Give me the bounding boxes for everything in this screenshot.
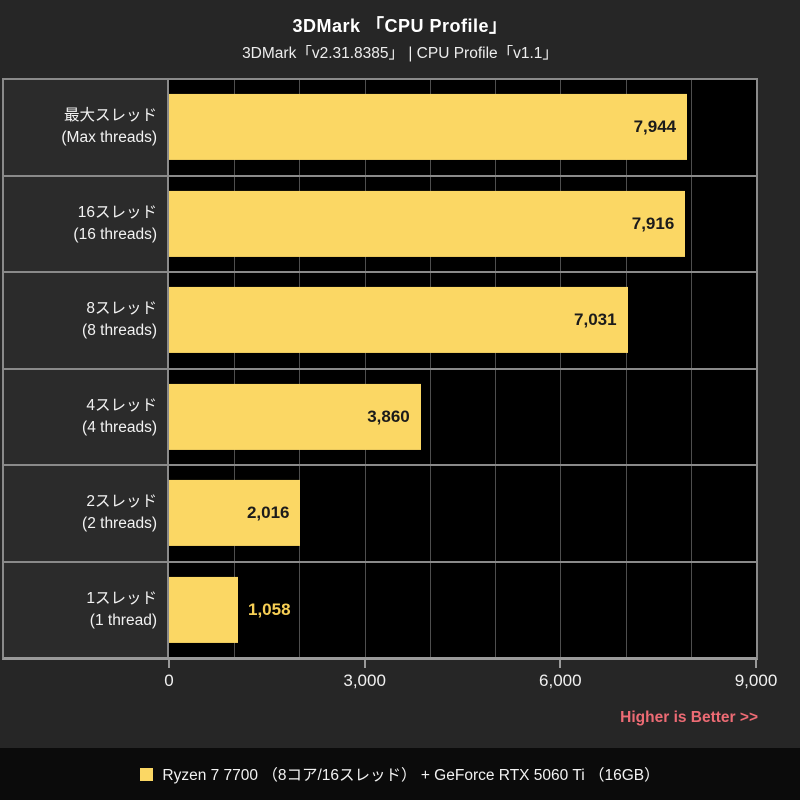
- bar-value: 1,058: [248, 599, 291, 619]
- gridline: [690, 80, 692, 175]
- gridline: [364, 562, 366, 657]
- plot-area: 1,058: [169, 562, 756, 657]
- legend: Ryzen 7 7700 （8コア/16スレッド） + GeForce RTX …: [0, 748, 800, 800]
- row-label-en: (16 threads): [73, 225, 157, 243]
- higher-is-better-note: Higher is Better >>: [620, 709, 758, 726]
- row-label-en: (1 thread): [89, 611, 157, 629]
- chart-row: 16スレッド (16 threads) 7,916: [4, 176, 756, 273]
- x-tick-label: 6,000: [539, 671, 582, 690]
- bar-value: 7,031: [574, 310, 617, 330]
- gridline: [495, 466, 497, 561]
- legend-swatch-icon: [140, 767, 154, 781]
- chart-row: 1スレッド (1 thread) 1,058: [4, 562, 756, 657]
- gridline: [560, 466, 562, 561]
- gridline: [560, 369, 562, 464]
- row-label-jp: 1スレッド: [86, 589, 157, 607]
- bar: 3,860: [169, 383, 421, 450]
- gridline: [429, 369, 431, 464]
- chart-row: 4スレッド (4 threads) 3,860: [4, 369, 756, 466]
- legend-label: Ryzen 7 7700 （8コア/16スレッド） + GeForce RTX …: [162, 767, 660, 784]
- x-tick-label: 9,000: [734, 671, 778, 690]
- row-label-jp: 2スレッド: [86, 493, 157, 511]
- row-label-en: (8 threads): [82, 322, 157, 340]
- gridline: [690, 176, 692, 271]
- gridline: [364, 466, 366, 561]
- row-label-en: (2 threads): [82, 515, 157, 533]
- bar: [169, 576, 238, 643]
- plot-area: 7,031: [169, 273, 756, 368]
- gridline: [690, 562, 692, 657]
- bar-value: 2,016: [246, 503, 290, 523]
- chart-subtitle: 3DMark「v2.31.8385」 | CPU Profile「v1.1」: [242, 45, 558, 62]
- gridline: [625, 466, 627, 561]
- gridline: [625, 369, 627, 464]
- chart-row: 最大スレッド (Max threads) 7,944: [4, 80, 756, 177]
- bar: 7,916: [169, 190, 686, 257]
- x-axis: 0 3,000 6,000 9,000: [164, 660, 777, 702]
- row-label: 2スレッド (2 threads): [4, 466, 169, 561]
- chart-table: 最大スレッド (Max threads) 7,944 16スレッド (16 thread…: [2, 78, 758, 660]
- gridline: [690, 369, 692, 464]
- chart-row: 2スレッド (2 threads) 2,016: [4, 466, 756, 563]
- plot-area: 7,916: [169, 176, 756, 271]
- x-tick: [363, 660, 366, 668]
- gridline: [560, 562, 562, 657]
- plot-area: 3,860: [169, 369, 756, 464]
- row-label: 1スレッド (1 thread): [4, 562, 169, 657]
- chart-row: 8スレッド (8 threads) 7,031: [4, 273, 756, 370]
- row-label-jp: 最大スレッド: [63, 107, 157, 125]
- gridline: [429, 466, 431, 561]
- bar-value: 7,944: [633, 117, 677, 137]
- plot-area: 2,016: [169, 466, 756, 561]
- bar-value: 7,916: [631, 213, 675, 233]
- x-tick: [168, 660, 170, 668]
- x-tick-label: 3,000: [343, 671, 386, 690]
- bar: 7,031: [169, 287, 628, 354]
- row-label-en: (4 threads): [82, 418, 157, 436]
- gridline: [495, 369, 497, 464]
- row-label-jp: 8スレッド: [86, 300, 157, 318]
- gridline: [690, 273, 692, 368]
- gridline: [690, 466, 692, 561]
- chart-title: 3DMark 「CPU Profile」: [292, 16, 508, 36]
- bar: 7,944: [169, 94, 688, 161]
- row-label: 8スレッド (8 threads): [4, 273, 169, 368]
- gridline: [495, 562, 497, 657]
- gridline: [429, 562, 431, 657]
- x-tick: [755, 660, 757, 668]
- row-label: 最大スレッド (Max threads): [4, 80, 169, 175]
- gridline: [625, 562, 627, 657]
- gridline: [299, 562, 301, 657]
- row-label: 4スレッド (4 threads): [4, 369, 169, 464]
- row-label: 16スレッド (16 threads): [4, 176, 169, 271]
- row-label-jp: 16スレッド: [77, 203, 157, 221]
- row-label-jp: 4スレッド: [86, 396, 157, 414]
- row-label-en: (Max threads): [61, 129, 157, 147]
- x-tick: [559, 660, 562, 668]
- bar: 2,016: [169, 480, 301, 547]
- bar-value: 3,860: [367, 406, 410, 426]
- plot-area: 7,944: [169, 80, 756, 175]
- x-tick-label: 0: [164, 671, 174, 690]
